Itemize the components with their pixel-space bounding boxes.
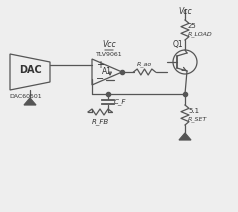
Text: +: + xyxy=(96,60,104,70)
Text: TLV9061: TLV9061 xyxy=(96,52,122,57)
Text: DAC: DAC xyxy=(19,65,41,75)
Text: 5.1: 5.1 xyxy=(188,108,199,114)
Text: Vcc: Vcc xyxy=(102,40,116,49)
Text: A1: A1 xyxy=(102,67,112,77)
Polygon shape xyxy=(179,133,191,140)
Text: R_SET: R_SET xyxy=(188,116,207,122)
Text: R_ao: R_ao xyxy=(137,61,152,67)
Text: −: − xyxy=(96,74,104,84)
Polygon shape xyxy=(24,98,36,105)
Text: DAC60501: DAC60501 xyxy=(10,94,42,99)
Text: R_FB: R_FB xyxy=(91,118,109,125)
Text: 25: 25 xyxy=(188,23,197,29)
Text: Vcc: Vcc xyxy=(178,7,192,16)
Text: C_F: C_F xyxy=(114,99,126,105)
Text: R_LOAD: R_LOAD xyxy=(188,31,213,37)
Text: Q1: Q1 xyxy=(172,40,183,49)
